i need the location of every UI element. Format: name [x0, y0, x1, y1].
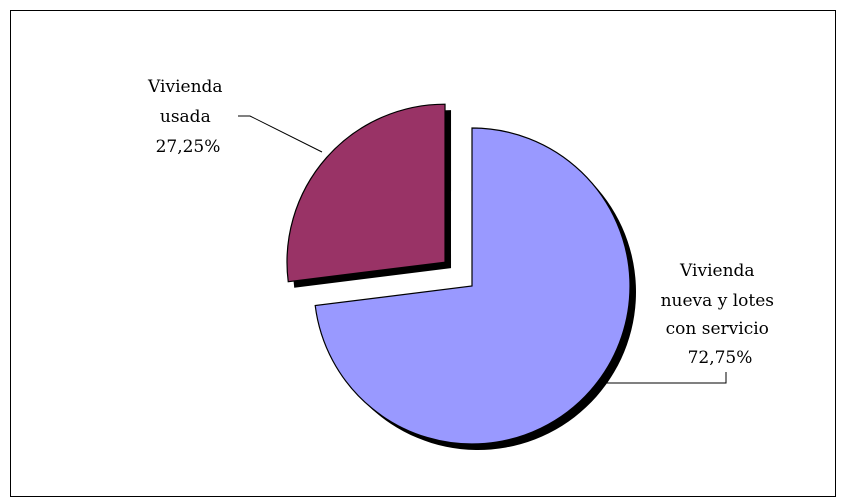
slice-label-line: usada	[160, 107, 211, 127]
slice-label-line: Vivienda	[679, 261, 754, 281]
slice-label-new-housing: Vivienda nueva y lotes con servicio 72,7…	[661, 261, 780, 368]
leader-line-used-housing	[238, 115, 323, 153]
slice-new-housing	[314, 127, 631, 445]
pie-slices	[286, 103, 631, 445]
slice-used-housing	[286, 103, 446, 283]
slice-label-line: con servicio	[666, 319, 769, 339]
slice-label-line: nueva y lotes	[661, 291, 774, 311]
leader-line-new-housing	[600, 372, 727, 384]
slice-value-label: 72,75%	[688, 348, 753, 368]
slice-label-line: Vivienda	[147, 77, 222, 97]
leader-lines	[238, 115, 727, 384]
slice-value-label: 27,25%	[156, 137, 221, 157]
slice-label-used-housing: Vivienda usada 27,25%	[147, 77, 228, 157]
